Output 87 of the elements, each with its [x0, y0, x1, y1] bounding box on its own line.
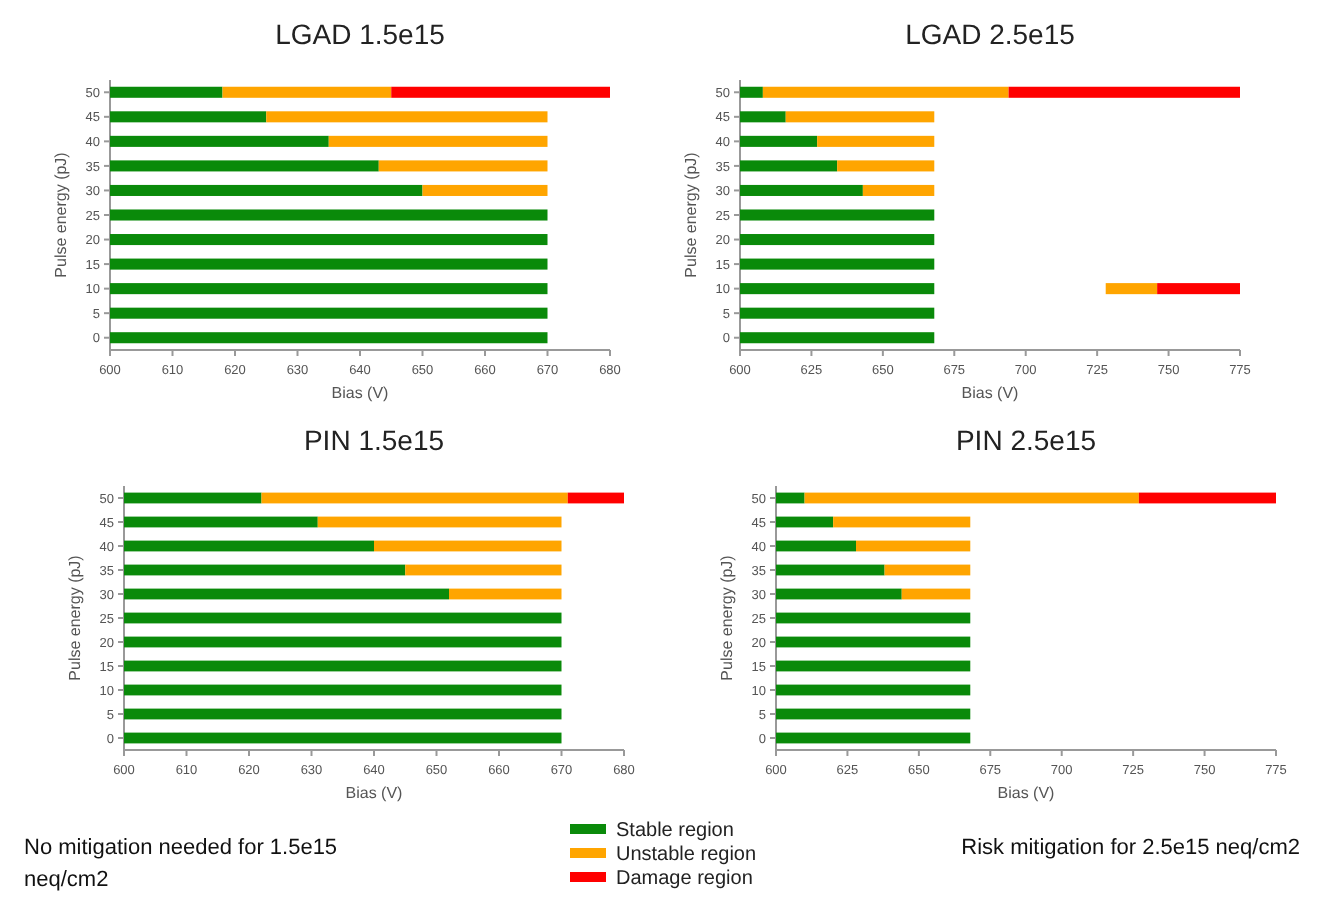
- bar: [124, 492, 262, 504]
- bar: [567, 492, 624, 504]
- bar: [124, 588, 449, 600]
- bar: [776, 732, 971, 744]
- bar: [776, 564, 885, 576]
- bar: [110, 160, 379, 172]
- bar: [884, 564, 971, 576]
- bar: [776, 660, 971, 672]
- bar: [901, 588, 971, 600]
- bar: [405, 564, 562, 576]
- bar: [856, 540, 971, 552]
- bar: [740, 135, 818, 147]
- chart-title: PIN 1.5e15: [303, 424, 445, 456]
- bar: [222, 86, 392, 98]
- bar: [110, 283, 548, 295]
- bar: [837, 160, 935, 172]
- bar: [740, 307, 935, 319]
- legend-label: Unstable region: [616, 844, 757, 866]
- x-axis-title: Bias (V): [961, 384, 1020, 402]
- bar: [374, 540, 562, 552]
- bar: [1138, 492, 1276, 504]
- y-axis-title: Pulse energy (pJ): [52, 151, 70, 278]
- bar: [740, 332, 935, 344]
- bar: [862, 184, 935, 196]
- text: No mitigation needed for 1.5e15 neq/cm2: [24, 836, 338, 892]
- bar: [110, 86, 223, 98]
- y-axis-title: Pulse energy (pJ): [718, 554, 736, 681]
- bar: [776, 588, 902, 600]
- bar: [776, 516, 834, 528]
- bar: [124, 636, 562, 648]
- bar: [740, 234, 935, 246]
- bar: [740, 283, 935, 295]
- bar: [817, 135, 935, 147]
- bar: [391, 86, 610, 98]
- bar: [740, 184, 863, 196]
- x-axis-title: Bias (V): [997, 784, 1056, 802]
- bar: [124, 684, 562, 696]
- bar: [776, 636, 971, 648]
- bar: [740, 160, 838, 172]
- bar: [110, 307, 548, 319]
- bar: [1105, 283, 1158, 295]
- bar: [110, 332, 548, 344]
- bar: [110, 258, 548, 270]
- y-axis-title: Pulse energy (pJ): [66, 554, 84, 681]
- bar: [740, 209, 935, 221]
- chart-title: LGAD 2.5e15: [905, 18, 1076, 50]
- bar: [449, 588, 562, 600]
- bar: [776, 492, 805, 504]
- bar: [804, 492, 1139, 504]
- legend-label: Stable region: [616, 820, 734, 842]
- bar: [776, 612, 971, 624]
- bar: [110, 135, 329, 147]
- bar: [1157, 283, 1240, 295]
- bar: [422, 184, 548, 196]
- bar: [124, 516, 318, 528]
- bar: [833, 516, 971, 528]
- bar: [124, 612, 562, 624]
- bar: [785, 111, 935, 123]
- bar: [261, 492, 568, 504]
- bar: [740, 111, 786, 123]
- bar: [266, 111, 548, 123]
- bar: [110, 184, 423, 196]
- bar: [124, 732, 562, 744]
- chart-title: PIN 2.5e15: [955, 424, 1097, 456]
- bar: [110, 111, 267, 123]
- text: Risk mitigation for 2.5e15 neq/cm2: [961, 836, 1300, 860]
- bar: [776, 684, 971, 696]
- bar: [124, 540, 374, 552]
- bar: [124, 660, 562, 672]
- x-axis-title: Bias (V): [345, 784, 404, 802]
- bar: [317, 516, 562, 528]
- chart-title: LGAD 1.5e15: [275, 18, 446, 50]
- bar: [378, 160, 548, 172]
- bar: [110, 234, 548, 246]
- bar: [1008, 86, 1240, 98]
- bar: [124, 564, 406, 576]
- bar: [124, 708, 562, 720]
- bar: [740, 86, 763, 98]
- bar: [776, 540, 856, 552]
- legend-label: Damage region: [616, 868, 753, 890]
- bar: [328, 135, 548, 147]
- x-axis-title: Bias (V): [331, 384, 390, 402]
- y-axis-title: Pulse energy (pJ): [682, 151, 700, 278]
- bar: [110, 209, 548, 221]
- bar: [762, 86, 1009, 98]
- bar: [740, 258, 935, 270]
- bar: [776, 708, 971, 720]
